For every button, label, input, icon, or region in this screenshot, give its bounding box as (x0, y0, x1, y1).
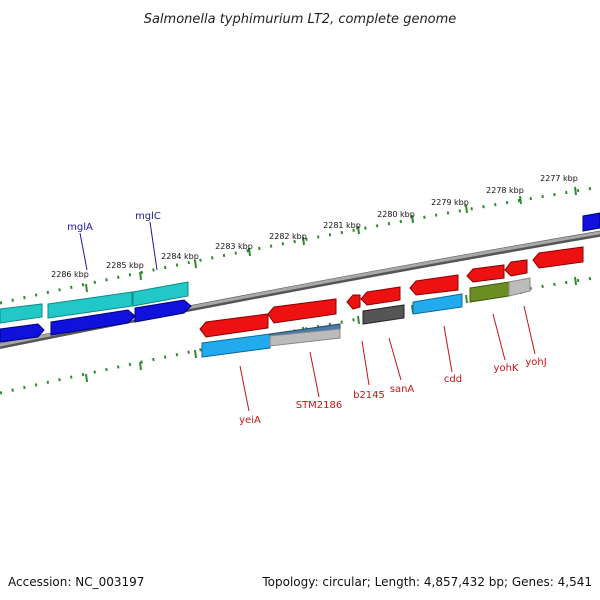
scale-label: 2282 kbp (269, 232, 307, 241)
gene-label-yohJ: yohJ (525, 357, 546, 368)
upper-major-ticks (85, 186, 577, 293)
gene-label-mglC: mglC (135, 211, 161, 222)
scale-label: 2278 kbp (486, 186, 524, 195)
upper-genes (0, 212, 600, 343)
gene-red-7[interactable] (504, 259, 528, 277)
gene-skyblue-1[interactable] (201, 333, 271, 358)
gene-red-2[interactable] (267, 298, 337, 324)
gene-red-yohJ[interactable] (532, 246, 584, 269)
lower-genes (201, 277, 531, 358)
lower-label-lines (239, 305, 536, 412)
gene-label-yohK: yohK (494, 363, 519, 374)
scale-label: 2286 kbp (51, 270, 89, 279)
gene-olive-yohK[interactable] (469, 281, 510, 303)
gene-label-STM2186: STM2186 (296, 400, 343, 411)
scale-labels: 2277 kbp 2278 kbp 2279 kbp 2280 kbp 2281… (51, 174, 578, 279)
lower-scale-track (0, 275, 600, 395)
accession-text: Accession: NC_003197 (8, 575, 144, 589)
gene-label-b2145: b2145 (353, 390, 385, 401)
scale-label: 2281 kbp (323, 221, 361, 230)
scale-label: 2284 kbp (161, 252, 199, 261)
gene-mglC[interactable] (132, 281, 189, 307)
gene-red-yohK[interactable] (466, 264, 505, 283)
genome-summary-text: Topology: circular; Length: 4,857,432 bp… (261, 575, 592, 589)
gene-blue-4[interactable] (582, 212, 600, 232)
gene-red-b2145[interactable] (346, 294, 361, 310)
scale-label: 2279 kbp (431, 198, 469, 207)
upper-label-lines (79, 221, 158, 271)
gene-cyan-1[interactable] (0, 303, 43, 324)
scale-label: 2283 kbp (215, 242, 253, 251)
gene-blue-2[interactable] (50, 309, 136, 336)
gene-label-yeiA: yeiA (239, 415, 261, 426)
gene-red-yeiA[interactable] (199, 313, 269, 338)
genome-title: Salmonella typhimurium LT2, complete gen… (144, 12, 457, 27)
gene-mglA[interactable] (47, 291, 133, 319)
lower-gene-labels: yeiA STM2186 b2145 sanA cdd yohK yohJ (239, 357, 547, 426)
gene-label-sanA: sanA (390, 384, 415, 395)
gene-red-cdd[interactable] (409, 274, 459, 296)
gene-label-cdd: cdd (444, 374, 462, 385)
gene-blue-3[interactable] (134, 299, 192, 323)
gene-label-mglA: mglA (67, 222, 93, 233)
gene-blue-1[interactable] (0, 323, 45, 343)
gene-gray-STM2186[interactable] (269, 328, 341, 347)
scale-label: 2277 kbp (540, 174, 578, 183)
scale-label: 2280 kbp (377, 210, 415, 219)
gene-skyblue-cdd[interactable] (412, 293, 463, 315)
upper-scale-track (0, 185, 600, 305)
scale-label: 2285 kbp (106, 261, 144, 270)
gene-red-sanA[interactable] (360, 286, 401, 306)
gene-darkgray-sanA[interactable] (362, 304, 405, 325)
gene-lightgray-yohJ[interactable] (508, 277, 531, 297)
